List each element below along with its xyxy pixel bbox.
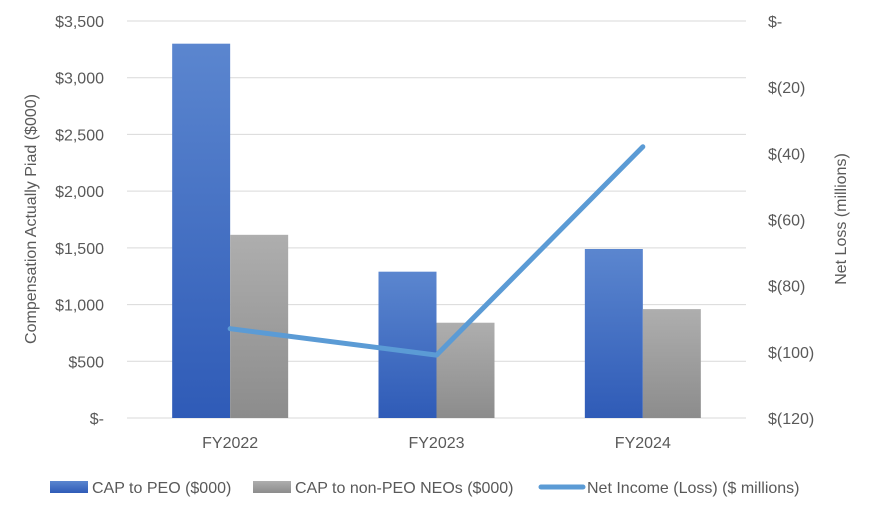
left-tick-label: $3,500 — [55, 14, 104, 31]
bar-cap-peo — [584, 248, 643, 418]
right-tick-label: $(100) — [768, 345, 814, 362]
right-tick-label: $(40) — [768, 146, 805, 163]
x-tick-label: FY2022 — [202, 435, 258, 452]
legend-label-cap-non-peo: CAP to non-PEO NEOs ($000) — [295, 480, 513, 497]
left-axis-ticks: $- $500 $1,000 $1,500 $2,000 $2,500 $3,000 $3,5… — [55, 14, 104, 428]
left-tick-label: $1,500 — [55, 241, 104, 258]
right-tick-label: $(60) — [768, 213, 805, 230]
left-tick-label: $- — [90, 411, 104, 428]
left-tick-label: $3,000 — [55, 71, 104, 88]
right-tick-label: $(20) — [768, 80, 805, 97]
legend-label-cap-peo: CAP to PEO ($000) — [92, 480, 231, 497]
legend-swatch-cap-peo — [50, 481, 88, 493]
right-tick-label: $- — [768, 14, 782, 31]
net-income-series-line — [227, 144, 646, 358]
left-tick-label: $500 — [68, 354, 104, 371]
net-income-line — [227, 144, 646, 358]
right-axis-ticks: $(120) $(100) $(80) $(60) $(40) $(20) $- — [768, 14, 814, 428]
legend-label-net-income: Net Income (Loss) ($ millions) — [587, 480, 800, 497]
bar-cap-peo — [378, 271, 437, 418]
x-axis-ticks: FY2022 FY2023 FY2024 — [202, 435, 671, 452]
x-tick-label: FY2023 — [408, 435, 464, 452]
left-tick-label: $2,000 — [55, 184, 104, 201]
legend: CAP to PEO ($000) CAP to non-PEO NEOs ($0… — [50, 480, 800, 497]
left-axis-title: Compensation Actually Piad ($000) — [23, 94, 40, 344]
bar-cap-peo — [172, 43, 231, 418]
legend-swatch-cap-non-peo — [253, 481, 291, 493]
right-axis-title: Net Loss (millions) — [833, 153, 850, 285]
bar-cap-non-peo — [230, 234, 289, 418]
left-tick-label: $1,000 — [55, 298, 104, 315]
bar-cap-non-peo — [642, 309, 701, 418]
bars — [172, 43, 701, 418]
left-tick-label: $2,500 — [55, 127, 104, 144]
x-tick-label: FY2024 — [615, 435, 671, 452]
bar-cap-non-peo — [436, 322, 495, 418]
right-tick-label: $(80) — [768, 279, 805, 296]
right-tick-label: $(120) — [768, 411, 814, 428]
